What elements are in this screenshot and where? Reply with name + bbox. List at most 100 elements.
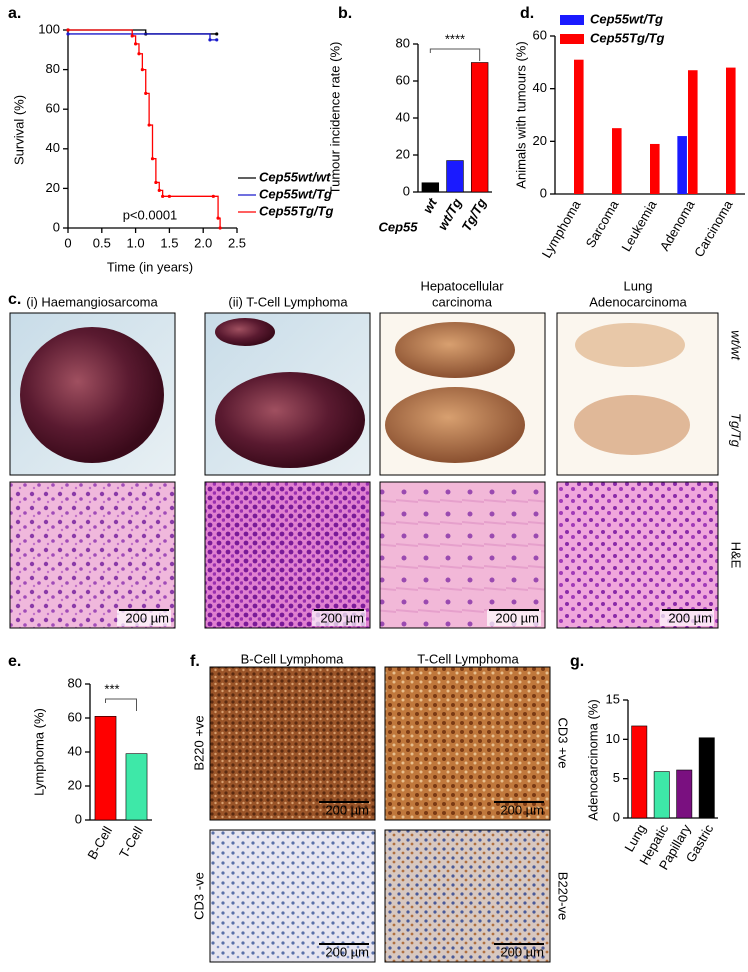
legend-swatch xyxy=(560,15,584,25)
censor-point xyxy=(215,32,219,36)
y-tick-label: 20 xyxy=(396,146,410,161)
x-tick-label: Sarcoma xyxy=(583,197,622,250)
x-tick-label: 1.0 xyxy=(127,235,145,250)
scale-bar-bg xyxy=(660,610,714,626)
censor-point xyxy=(144,91,148,95)
y-tick-label: 20 xyxy=(533,133,547,148)
stain-label: B220 +ve xyxy=(191,715,206,770)
y-tick-label: 80 xyxy=(396,35,410,50)
photos xyxy=(9,312,719,963)
ihc-image xyxy=(384,829,551,963)
censor-point xyxy=(208,38,212,42)
image-title: (ii) T-Cell Lymphoma xyxy=(228,294,348,309)
scale-bar-label: 200 µm xyxy=(668,610,712,625)
panel-label: a. xyxy=(8,5,21,22)
panel-label: g. xyxy=(570,653,584,670)
bar xyxy=(653,771,670,819)
histology xyxy=(204,481,371,629)
y-tick-label: 80 xyxy=(46,61,60,76)
panel-label: b. xyxy=(338,5,352,22)
y-tick-label: 0 xyxy=(75,811,82,826)
y-tick-label: 20 xyxy=(68,777,82,792)
significance-bracket xyxy=(105,698,137,711)
scale-bar-label: 200 µm xyxy=(325,944,369,959)
stain-label: CD3 +ve xyxy=(556,718,571,769)
censor-point xyxy=(66,28,70,32)
censor-point xyxy=(218,226,222,230)
censor-point xyxy=(216,216,220,220)
y-tick-label: 15 xyxy=(606,691,620,706)
histology xyxy=(379,481,546,629)
x-tick-label: T-Cell xyxy=(116,824,146,861)
image-title: Lung xyxy=(624,278,653,293)
bar xyxy=(446,160,464,193)
tissue xyxy=(574,395,690,455)
y-tick-label: 40 xyxy=(46,140,60,155)
row-label: Tg/Tg xyxy=(729,413,744,448)
ihc-image xyxy=(209,666,376,821)
scale-bar-label: 200 µm xyxy=(325,802,369,817)
censor-point xyxy=(147,123,151,127)
panel-label: e. xyxy=(8,653,21,670)
image-title: Adenocarcinoma xyxy=(589,294,687,309)
panel-label: d. xyxy=(520,5,534,22)
tissue xyxy=(215,318,275,346)
survival-curve xyxy=(68,29,221,228)
bar xyxy=(631,725,648,819)
x-tick-label: 2.0 xyxy=(194,235,212,250)
scale-bar-bg xyxy=(117,610,171,626)
legend-swatch xyxy=(560,34,584,44)
tissue xyxy=(215,372,365,468)
image-title: B-Cell Lymphoma xyxy=(241,651,345,666)
x-tick-label: Adenoma xyxy=(657,197,698,253)
y-axis-label: Lymphoma (%) xyxy=(31,708,46,796)
censor-point xyxy=(134,42,138,46)
bar xyxy=(94,715,117,821)
y-axis-label: Tumour incidence rate (%) xyxy=(327,42,342,195)
legend-label: Cep55wt/Tg xyxy=(259,186,332,201)
bar xyxy=(470,62,489,193)
image-title: (i) Haemangiosarcoma xyxy=(26,294,158,309)
bar xyxy=(612,128,622,194)
y-tick-label: 80 xyxy=(68,675,82,690)
bar xyxy=(125,753,148,821)
legend-label: Cep55Tg/Tg xyxy=(259,203,333,218)
histology xyxy=(9,481,176,629)
legend-label: Cep55wt/Tg xyxy=(590,11,663,26)
image-title: Hepatocellular xyxy=(420,278,504,293)
y-tick-label: 60 xyxy=(46,101,60,116)
y-axis-label: Survival (%) xyxy=(11,95,26,165)
stain-label: CD3 -ve xyxy=(191,872,206,920)
y-tick-label: 10 xyxy=(606,731,620,746)
scale-bar-bg xyxy=(487,610,541,626)
significance-bracket xyxy=(429,48,481,61)
bar xyxy=(421,182,440,193)
bar xyxy=(677,136,687,194)
x-axis-label: Time (in years) xyxy=(107,259,193,274)
ihc-image xyxy=(384,666,551,821)
y-tick-label: 20 xyxy=(46,180,60,195)
panel-label: f. xyxy=(190,653,200,670)
legend-label: Cep55Tg/Tg xyxy=(590,30,664,45)
censor-point xyxy=(140,68,144,72)
ihc-image xyxy=(209,829,376,963)
y-tick-label: 60 xyxy=(533,27,547,42)
tissue xyxy=(395,322,515,378)
bar xyxy=(574,59,584,195)
annotation: **** xyxy=(445,31,465,46)
row-label: H&E xyxy=(729,542,744,569)
bar xyxy=(688,70,698,194)
y-tick-label: 0 xyxy=(53,219,60,234)
tissue xyxy=(20,327,164,463)
histology xyxy=(556,481,719,629)
censor-point xyxy=(137,52,141,56)
stain-label: B220-ve xyxy=(556,872,571,920)
censor-point xyxy=(215,38,219,42)
image-title: T-Cell Lymphoma xyxy=(417,651,519,666)
x-tick-label: Carcinoma xyxy=(691,197,736,260)
bar xyxy=(676,769,693,819)
tissue xyxy=(575,323,685,367)
x-axis-label: Cep55 xyxy=(378,219,418,234)
x-tick-label: 1.5 xyxy=(160,235,178,250)
x-tick-label: 0 xyxy=(64,235,71,250)
